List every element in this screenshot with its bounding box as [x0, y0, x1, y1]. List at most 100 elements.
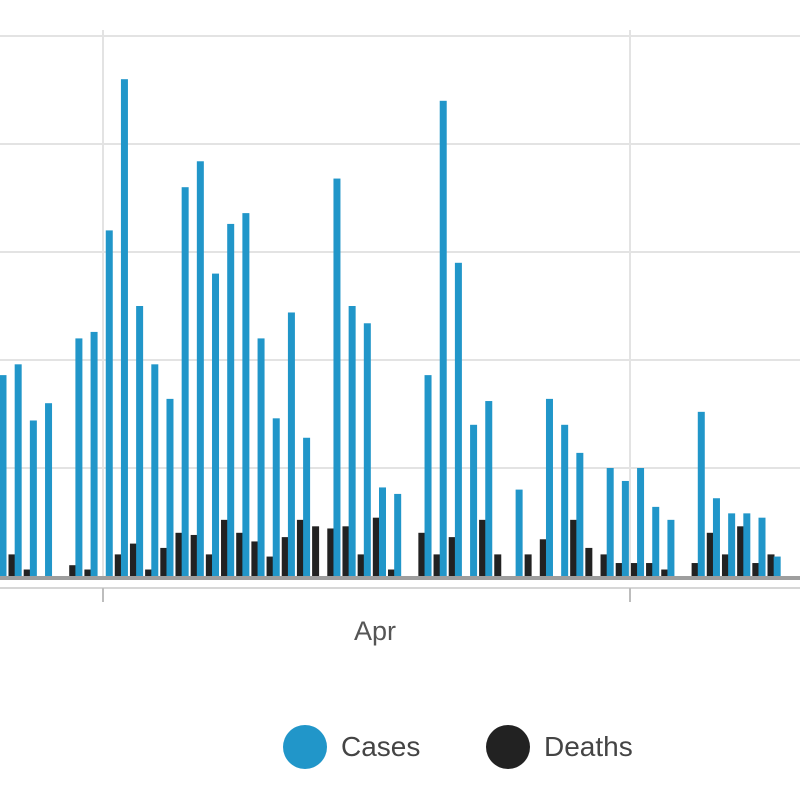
deaths-bar[interactable]	[114, 554, 122, 576]
cases-bar[interactable]	[470, 424, 478, 576]
cases-bar[interactable]	[0, 375, 7, 576]
deaths-bar[interactable]	[767, 554, 775, 576]
deaths-bar[interactable]	[418, 532, 426, 576]
cases-bar[interactable]	[561, 424, 569, 576]
cases-bar[interactable]	[257, 338, 265, 576]
deaths-swatch-icon	[486, 725, 530, 769]
bars	[0, 79, 781, 577]
deaths-bar[interactable]	[615, 563, 623, 576]
legend-label-cases: Cases	[341, 731, 421, 762]
cases-bar[interactable]	[136, 306, 144, 576]
x-tick-label: Apr	[354, 616, 396, 646]
cases-bar[interactable]	[576, 452, 584, 576]
deaths-bar[interactable]	[129, 543, 137, 576]
cases-bar[interactable]	[166, 398, 174, 576]
cases-bar[interactable]	[90, 331, 98, 576]
cases-bar[interactable]	[606, 468, 614, 576]
cases-bar[interactable]	[75, 338, 83, 576]
legend-item-deaths[interactable]: Deaths	[486, 723, 633, 771]
deaths-bar[interactable]	[737, 526, 745, 576]
deaths-bar[interactable]	[296, 519, 304, 576]
cases-bar[interactable]	[758, 517, 766, 576]
legend-item-cases[interactable]: Cases	[283, 723, 420, 771]
deaths-bar[interactable]	[448, 537, 456, 576]
deaths-bar[interactable]	[190, 534, 198, 576]
cases-bar[interactable]	[667, 519, 675, 576]
cases-bar[interactable]	[105, 230, 113, 576]
cases-deaths-chart: Apr	[0, 30, 800, 646]
cases-bar[interactable]	[743, 513, 751, 576]
deaths-bar[interactable]	[691, 563, 699, 576]
x-axis: Apr	[0, 576, 800, 646]
deaths-bar[interactable]	[312, 526, 320, 576]
cases-bar[interactable]	[196, 161, 204, 576]
cases-swatch-icon	[283, 725, 327, 769]
deaths-bar[interactable]	[646, 563, 654, 576]
deaths-bar[interactable]	[479, 519, 487, 576]
legend: Cases Deaths	[0, 715, 800, 779]
cases-bar[interactable]	[363, 323, 371, 576]
deaths-bar[interactable]	[661, 569, 669, 576]
x-axis-line	[0, 576, 800, 580]
deaths-bar[interactable]	[160, 547, 168, 576]
deaths-bar[interactable]	[327, 528, 335, 576]
deaths-bar[interactable]	[69, 565, 77, 576]
cases-bar[interactable]	[120, 79, 128, 576]
cases-bar[interactable]	[151, 364, 159, 576]
cases-bar[interactable]	[621, 480, 629, 576]
deaths-bar[interactable]	[388, 569, 395, 576]
deaths-bar[interactable]	[236, 532, 244, 576]
cases-bar[interactable]	[181, 187, 189, 576]
deaths-bar[interactable]	[372, 517, 380, 576]
cases-bar[interactable]	[14, 364, 22, 576]
deaths-bar[interactable]	[721, 554, 729, 576]
deaths-bar[interactable]	[539, 539, 547, 576]
cases-bar[interactable]	[697, 411, 705, 576]
cases-bar[interactable]	[212, 273, 220, 576]
gridlines	[0, 30, 800, 576]
deaths-bar[interactable]	[175, 532, 183, 576]
deaths-bar[interactable]	[570, 519, 578, 576]
deaths-bar[interactable]	[23, 569, 31, 576]
cases-bar[interactable]	[29, 420, 37, 576]
cases-bar[interactable]	[637, 468, 645, 576]
deaths-bar[interactable]	[357, 554, 365, 576]
cases-bar[interactable]	[728, 513, 736, 576]
deaths-bar[interactable]	[281, 537, 289, 576]
cases-bar[interactable]	[712, 498, 720, 576]
cases-bar[interactable]	[439, 100, 447, 577]
cases-bar[interactable]	[379, 487, 386, 576]
deaths-bar[interactable]	[145, 569, 153, 576]
deaths-bar[interactable]	[342, 526, 350, 576]
cases-bar[interactable]	[485, 401, 493, 576]
deaths-bar[interactable]	[630, 563, 638, 576]
cases-bar[interactable]	[515, 489, 523, 576]
deaths-bar[interactable]	[752, 563, 760, 576]
cases-bar[interactable]	[348, 306, 356, 576]
deaths-bar[interactable]	[706, 532, 714, 576]
deaths-bar[interactable]	[524, 554, 532, 576]
cases-bar[interactable]	[45, 403, 53, 576]
cases-bar[interactable]	[227, 223, 235, 577]
cases-bar[interactable]	[272, 418, 280, 576]
cases-bar[interactable]	[287, 312, 295, 576]
deaths-bar[interactable]	[8, 554, 16, 576]
deaths-bar[interactable]	[251, 541, 259, 576]
cases-bar[interactable]	[545, 398, 553, 576]
cases-bar[interactable]	[394, 493, 402, 576]
cases-bar[interactable]	[773, 556, 781, 576]
deaths-bar[interactable]	[585, 547, 593, 576]
cases-bar[interactable]	[652, 506, 660, 576]
deaths-bar[interactable]	[266, 556, 274, 576]
cases-bar[interactable]	[333, 178, 341, 576]
deaths-bar[interactable]	[433, 554, 441, 576]
cases-bar[interactable]	[424, 375, 432, 576]
deaths-bar[interactable]	[600, 554, 608, 576]
deaths-bar[interactable]	[494, 554, 502, 576]
deaths-bar[interactable]	[221, 519, 229, 576]
cases-bar[interactable]	[454, 262, 462, 576]
cases-bar[interactable]	[303, 437, 311, 576]
cases-bar[interactable]	[242, 213, 250, 576]
deaths-bar[interactable]	[205, 554, 213, 576]
deaths-bar[interactable]	[84, 569, 92, 576]
